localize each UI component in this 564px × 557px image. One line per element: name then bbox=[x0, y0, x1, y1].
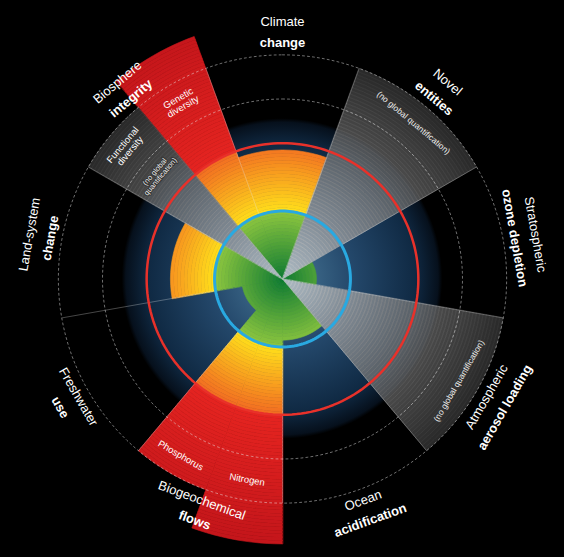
svg-text:change: change bbox=[39, 214, 62, 261]
svg-text:(no globalquantification): (no globalquantification) bbox=[136, 151, 179, 198]
svg-text:Land-system: Land-system bbox=[15, 196, 43, 272]
svg-text:Phosphorus: Phosphorus bbox=[156, 438, 206, 473]
svg-text:(no global quantification): (no global quantification) bbox=[431, 338, 486, 423]
svg-text:entities: entities bbox=[412, 78, 457, 119]
svg-text:change: change bbox=[260, 35, 306, 50]
svg-text:Functionaldiversity: Functionaldiversity bbox=[104, 124, 148, 171]
svg-text:integrity: integrity bbox=[106, 75, 156, 120]
svg-text:flows: flows bbox=[177, 507, 213, 532]
svg-text:acidification: acidification bbox=[332, 500, 408, 540]
svg-text:Stratospheric: Stratospheric bbox=[521, 195, 550, 274]
svg-text:aerosol loading: aerosol loading bbox=[474, 362, 535, 453]
svg-text:Biosphere: Biosphere bbox=[90, 57, 145, 107]
svg-text:Atmospheric: Atmospheric bbox=[461, 361, 511, 432]
svg-text:Climate: Climate bbox=[260, 14, 304, 29]
svg-text:Freshwater: Freshwater bbox=[55, 364, 102, 429]
svg-text:Ocean: Ocean bbox=[342, 486, 384, 514]
svg-text:Novel: Novel bbox=[430, 65, 466, 99]
svg-text:(no global quantification): (no global quantification) bbox=[375, 89, 453, 156]
svg-text:use: use bbox=[48, 394, 72, 421]
svg-text:Geneticdiversity: Geneticdiversity bbox=[160, 84, 201, 119]
svg-text:Nitrogen: Nitrogen bbox=[229, 471, 266, 488]
svg-text:ozone depletion: ozone depletion bbox=[499, 188, 531, 288]
svg-text:Biogeochemical: Biogeochemical bbox=[156, 477, 248, 523]
